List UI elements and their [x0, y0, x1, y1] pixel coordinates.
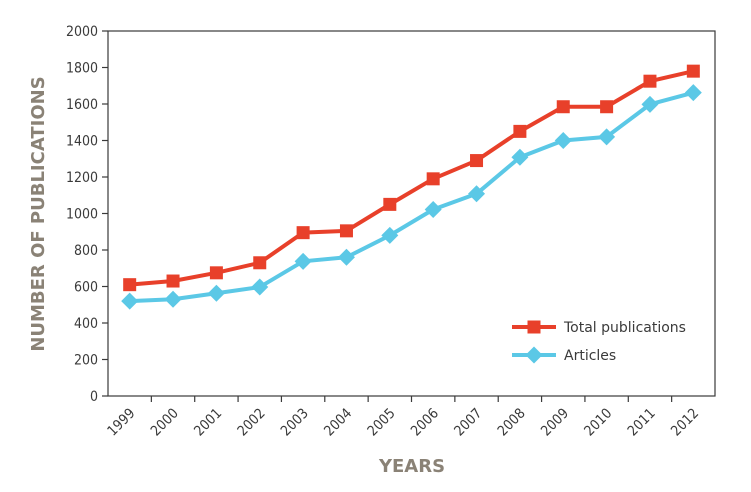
x-tick-label: 2006 — [408, 406, 442, 440]
series-layer — [121, 64, 702, 310]
x-tick-label: 2012 — [668, 406, 702, 440]
x-tick-label: 2007 — [451, 406, 485, 440]
data-point-total-publications — [513, 124, 527, 138]
data-point-articles — [424, 200, 442, 218]
data-point-total-publications — [600, 100, 614, 114]
data-point-total-publications — [426, 172, 440, 186]
y-tick-label: 200 — [74, 353, 98, 369]
y-tick-label: 1400 — [66, 134, 98, 150]
y-tick-label: 1000 — [66, 207, 98, 223]
y-axis-title: NUMBER OF PUBLICATIONS — [28, 76, 49, 351]
x-tick-label: 2010 — [581, 406, 615, 440]
x-tick-label: 2001 — [191, 406, 225, 440]
plot-area-frame — [107, 30, 716, 397]
data-point-total-publications — [123, 278, 137, 292]
data-point-total-publications — [166, 274, 180, 288]
y-tick-label: 800 — [74, 243, 98, 259]
series-line-0 — [129, 69, 694, 287]
x-axis-title: YEARS — [378, 456, 445, 477]
legend-marker-diamond — [525, 346, 543, 364]
data-point-total-publications — [643, 74, 657, 88]
data-point-total-publications — [556, 100, 570, 114]
legend-label: Articles — [564, 348, 616, 364]
data-point-articles — [337, 248, 355, 266]
x-tick-label: 2003 — [278, 406, 312, 440]
data-point-total-publications — [296, 226, 310, 240]
legend-marker-square — [527, 320, 541, 334]
x-tick-label: 2000 — [148, 406, 182, 440]
x-tick-label: 2008 — [495, 406, 529, 440]
data-point-articles — [121, 292, 139, 310]
data-point-articles — [207, 284, 225, 302]
data-point-total-publications — [339, 224, 353, 238]
data-point-articles — [554, 132, 572, 149]
data-point-articles — [468, 185, 486, 203]
data-point-total-publications — [686, 64, 700, 78]
y-tick-label: 1600 — [66, 97, 98, 113]
data-point-articles — [511, 148, 529, 166]
data-point-articles — [641, 95, 659, 113]
y-tick-label: 1800 — [66, 61, 98, 77]
data-point-total-publications — [470, 154, 484, 168]
data-point-articles — [381, 226, 399, 244]
legend: Total publications Articles — [512, 320, 686, 364]
y-tick-label: 2000 — [66, 24, 98, 40]
y-tick-label: 1200 — [66, 170, 98, 186]
x-tick-label: 2009 — [538, 406, 572, 440]
data-point-articles — [294, 252, 312, 270]
x-axis: 1999 2000 2001 2002 2003 2004 2005 2006 2007 2008… — [105, 396, 702, 440]
x-tick-label: 2011 — [625, 406, 659, 440]
data-point-articles — [684, 84, 702, 102]
data-point-articles — [164, 290, 182, 308]
x-tick-label: 2005 — [365, 406, 399, 440]
data-point-total-publications — [383, 197, 397, 211]
data-point-articles — [251, 278, 269, 296]
data-point-articles — [598, 128, 616, 146]
x-tick-label: 2004 — [321, 406, 355, 440]
x-tick-label: 1999 — [105, 406, 139, 440]
legend-label: Total publications — [563, 320, 686, 336]
data-point-total-publications — [209, 266, 223, 280]
y-tick-label: 0 — [90, 389, 98, 405]
y-tick-label: 400 — [74, 316, 98, 332]
y-tick-label: 600 — [74, 280, 98, 296]
x-tick-label: 2002 — [235, 406, 269, 440]
data-point-total-publications — [253, 256, 267, 270]
y-axis: 0 200 400 600 800 1000 1200 1400 1600 1800 2000 — [66, 24, 108, 405]
